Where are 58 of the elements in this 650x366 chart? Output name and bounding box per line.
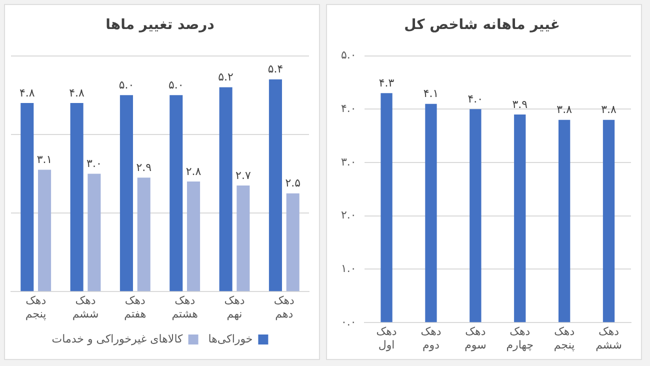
- data-label: ۴.۰: [468, 92, 484, 106]
- x-tick-label: دهک پنجم: [25, 294, 46, 320]
- data-label: ۳.۰: [86, 157, 102, 170]
- data-label: ۳.۹: [512, 98, 528, 111]
- data-label: ۲.۷: [236, 168, 251, 182]
- bar: [38, 170, 52, 292]
- x-tick-label: دهک سوم: [464, 325, 486, 352]
- bar: [514, 114, 526, 322]
- bar: [187, 182, 200, 292]
- x-tick-label: دهک چهارم: [506, 325, 534, 352]
- y-tick-label: ۳.۰: [340, 155, 356, 168]
- y-tick-label: ۱.۰: [340, 262, 356, 276]
- bar: [170, 95, 183, 292]
- data-label: ۲.۵: [285, 176, 301, 190]
- x-tick-label: دهک دوم: [420, 325, 442, 352]
- chart-title: غییر ماهانه شاخص کل: [404, 17, 560, 34]
- y-tick-label: ۰.۰: [340, 315, 356, 328]
- bar: [88, 174, 101, 292]
- bar: [425, 104, 437, 322]
- bar: [602, 120, 615, 322]
- legend-label: خوراکی‌ها: [208, 332, 253, 346]
- data-label: ۲.۹: [136, 160, 152, 174]
- data-label: ۳.۸: [556, 103, 572, 116]
- data-label: ۴.۳: [378, 76, 394, 90]
- x-tick-label: دهک پنجم: [554, 325, 575, 352]
- data-label: ۵.۴: [268, 62, 284, 76]
- legend-label: کالاهای غیرخوراکی و خدمات: [52, 332, 184, 346]
- bar: [20, 102, 34, 292]
- data-label: ۴.۱: [423, 87, 439, 100]
- y-tick-label: ۵.۰: [340, 48, 356, 62]
- bar: [70, 102, 84, 292]
- x-tick-label: دهک هشتم: [172, 294, 198, 320]
- bar: [470, 109, 482, 322]
- data-label: ۴.۸: [69, 86, 85, 100]
- bar: [236, 185, 250, 292]
- chart-title: درصد تغییر ماها: [106, 17, 214, 34]
- data-label: ۳.۱: [36, 153, 52, 166]
- y-tick-label: ۴.۰: [340, 102, 356, 116]
- bar: [219, 87, 232, 292]
- x-tick-label: دهک دهم: [274, 294, 295, 320]
- data-label: ۵.۲: [218, 70, 234, 84]
- x-tick-label: دهک هفتم: [124, 294, 146, 320]
- x-tick-label: دهک نهم: [224, 294, 245, 320]
- bar: [120, 95, 133, 292]
- x-tick-label: دهک اول: [376, 325, 397, 352]
- x-tick-label: دهک ششم: [596, 325, 622, 352]
- bar: [137, 178, 150, 292]
- data-label: ۴.۸: [19, 86, 35, 100]
- bar: [558, 120, 570, 322]
- bar: [380, 93, 392, 322]
- data-label: ۵.۰: [168, 78, 184, 92]
- data-label: ۵.۰: [118, 78, 134, 92]
- bar: [286, 193, 300, 292]
- data-label: ۳.۸: [601, 103, 617, 116]
- bar: [268, 79, 282, 292]
- data-label: ۲.۸: [186, 164, 202, 178]
- x-tick-label: دهک ششم: [72, 294, 99, 320]
- y-tick-label: ۲.۰: [340, 208, 356, 222]
